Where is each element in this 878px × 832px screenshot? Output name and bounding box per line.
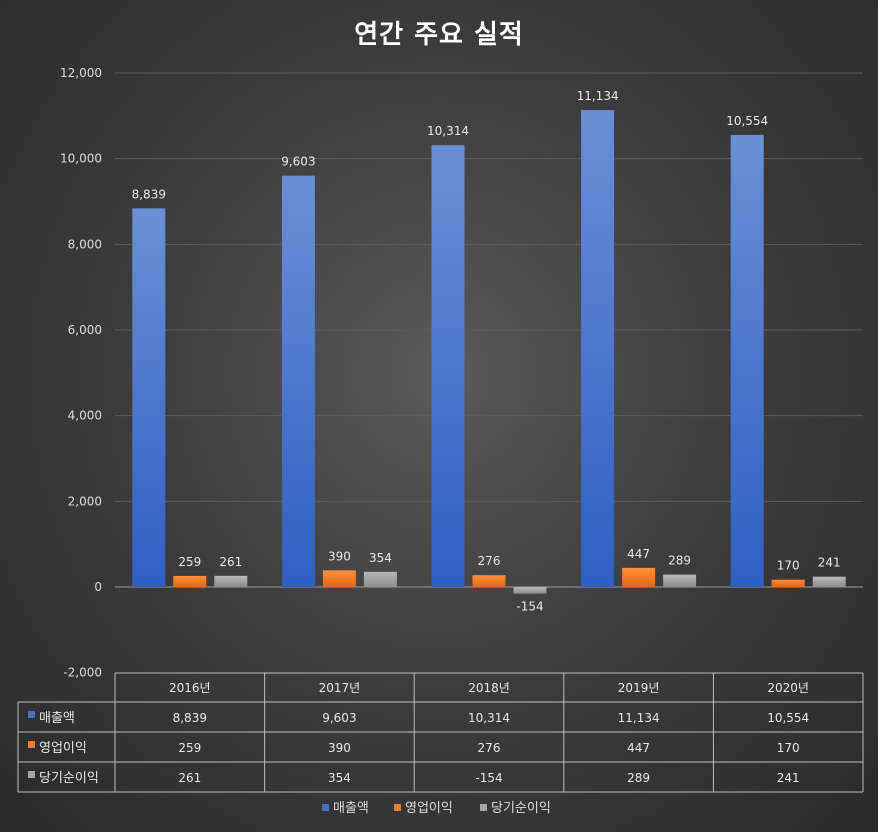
data-label: 259: [178, 555, 201, 569]
data-label: 354: [369, 551, 392, 565]
data-label: 447: [627, 547, 650, 561]
y-tick-label: 4,000: [68, 409, 102, 423]
table-header-cell: 2019년: [618, 681, 660, 695]
legend-label: 매출액: [333, 801, 369, 816]
bar-1-0: [173, 575, 207, 587]
table-cell: 10,554: [767, 711, 809, 725]
legend-swatch: [480, 804, 487, 811]
table-cell: 390: [328, 741, 351, 755]
table-cell: 259: [178, 741, 201, 755]
data-label: 276: [478, 554, 501, 568]
table-cell: 9,603: [322, 711, 356, 725]
data-label: 289: [668, 554, 691, 568]
bar-1-4: [771, 579, 805, 587]
bar-1-1: [322, 570, 356, 587]
table-legend-swatch: [28, 711, 35, 718]
bar-0-4: [730, 134, 764, 587]
table-header-cell: 2016년: [169, 681, 211, 695]
data-label: 9,603: [281, 155, 315, 169]
data-label: 8,839: [132, 187, 166, 201]
y-tick-label: -2,000: [63, 666, 102, 680]
legend-label: 당기순이익: [491, 801, 551, 816]
y-tick-label: 10,000: [60, 152, 102, 166]
table-cell: -154: [475, 771, 502, 785]
table-cell: 11,134: [618, 711, 660, 725]
table-cell: 276: [478, 741, 501, 755]
y-tick-label: 0: [94, 580, 102, 594]
bar-0-1: [281, 175, 315, 587]
table-cell: 8,839: [173, 711, 207, 725]
table-cell: 447: [627, 741, 650, 755]
bar-2-0: [214, 575, 248, 587]
data-label: 10,554: [726, 114, 768, 128]
bar-2-2: [513, 587, 547, 594]
y-tick-label: 2,000: [68, 494, 102, 508]
bar-2-1: [363, 571, 397, 587]
data-label: 261: [219, 555, 242, 569]
data-label: 241: [818, 556, 841, 570]
table-cell: 10,314: [468, 711, 510, 725]
chart-title: 연간 주요 실적: [354, 20, 524, 50]
bar-0-0: [132, 208, 166, 587]
data-labels: 8,839 259 261 9,603 390 354 10,314 276 -154 11,13…: [132, 89, 841, 614]
table-cell: 289: [627, 771, 650, 785]
legend-swatch: [322, 804, 329, 811]
table-cell: 261: [178, 771, 201, 785]
y-tick-label: 12,000: [60, 66, 102, 80]
data-label: 390: [328, 549, 351, 563]
table-cell: 241: [777, 771, 800, 785]
table-header-cell: 2017년: [319, 681, 361, 695]
table-header-cell: 2018년: [468, 681, 510, 695]
bars: [132, 110, 846, 594]
data-label: 11,134: [577, 89, 619, 103]
bar-0-2: [431, 145, 465, 588]
table-row-label: 당기순이익: [39, 771, 99, 786]
legend-swatch: [394, 804, 401, 811]
table-header-cell: 2020년: [767, 681, 809, 695]
data-label: 10,314: [427, 124, 469, 138]
table-legend-swatch: [28, 771, 35, 778]
bar-2-3: [663, 574, 697, 587]
table-row-label: 매출액: [39, 711, 75, 726]
data-label: -154: [516, 600, 543, 614]
table-legend-swatch: [28, 741, 35, 748]
legend-label: 영업이익: [405, 801, 453, 816]
data-label: 170: [777, 559, 800, 573]
bar-1-2: [472, 575, 506, 587]
y-axis: -2,000 0 2,000 4,000 6,000 8,000 10,000 12,000: [60, 66, 102, 680]
table-row-label: 영업이익: [39, 741, 87, 756]
legend: 매출액 영업이익 당기순이익: [322, 801, 551, 816]
bar-1-3: [622, 567, 656, 587]
table-cell: 354: [328, 771, 351, 785]
bar-0-3: [581, 110, 615, 588]
bar-2-4: [812, 576, 846, 587]
y-tick-label: 6,000: [68, 323, 102, 337]
y-tick-label: 8,000: [68, 237, 102, 251]
table-cell: 170: [777, 741, 800, 755]
